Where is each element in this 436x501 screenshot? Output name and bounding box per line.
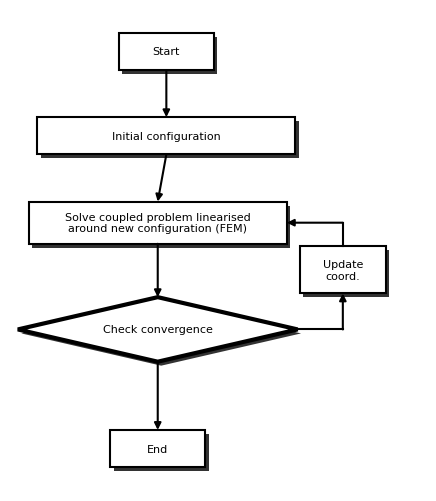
Polygon shape bbox=[21, 302, 301, 366]
FancyBboxPatch shape bbox=[114, 434, 208, 471]
Text: Check convergence: Check convergence bbox=[103, 325, 213, 335]
FancyBboxPatch shape bbox=[29, 202, 287, 244]
Text: Start: Start bbox=[153, 47, 180, 57]
FancyBboxPatch shape bbox=[41, 122, 299, 159]
FancyBboxPatch shape bbox=[32, 206, 290, 248]
Text: End: End bbox=[147, 444, 168, 454]
FancyBboxPatch shape bbox=[303, 250, 389, 298]
FancyBboxPatch shape bbox=[37, 118, 296, 155]
FancyBboxPatch shape bbox=[123, 38, 217, 75]
FancyBboxPatch shape bbox=[110, 430, 205, 467]
Polygon shape bbox=[18, 298, 298, 362]
Text: Update
coord.: Update coord. bbox=[323, 260, 363, 281]
Text: Initial configuration: Initial configuration bbox=[112, 132, 221, 142]
FancyBboxPatch shape bbox=[300, 247, 386, 294]
Text: Solve coupled problem linearised
around new configuration (FEM): Solve coupled problem linearised around … bbox=[65, 212, 251, 234]
FancyBboxPatch shape bbox=[119, 34, 214, 71]
